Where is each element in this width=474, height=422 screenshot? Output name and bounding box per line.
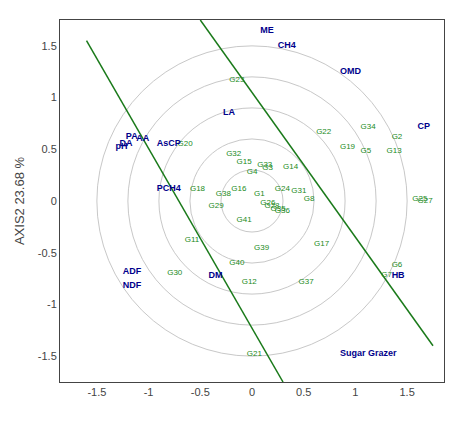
svg-text:-1.5: -1.5 (87, 386, 106, 398)
svg-text:G6: G6 (392, 260, 403, 269)
svg-text:G23: G23 (229, 75, 245, 84)
svg-text:-1: -1 (47, 298, 57, 310)
svg-text:G33: G33 (257, 160, 273, 169)
svg-text:PA: PA (126, 131, 138, 141)
svg-text:0: 0 (51, 195, 57, 207)
svg-text:AXIS2 23.68 %: AXIS2 23.68 % (12, 156, 27, 245)
svg-text:G40: G40 (229, 258, 245, 267)
svg-text:G39: G39 (254, 243, 270, 252)
svg-text:PCH4: PCH4 (157, 183, 181, 193)
svg-text:ME: ME (260, 25, 274, 35)
svg-text:G5: G5 (361, 146, 372, 155)
svg-text:G7: G7 (381, 270, 392, 279)
svg-text:G12: G12 (242, 277, 258, 286)
svg-text:OMD: OMD (340, 66, 361, 76)
svg-text:G2: G2 (392, 132, 403, 141)
svg-text:DA: DA (120, 138, 133, 148)
svg-text:G41: G41 (236, 215, 252, 224)
svg-text:G18: G18 (190, 184, 206, 193)
svg-text:-0.5: -0.5 (38, 247, 57, 259)
svg-text:G3: G3 (262, 163, 273, 172)
svg-text:G38: G38 (216, 189, 232, 198)
svg-text:LA: LA (223, 107, 235, 117)
svg-text:CH4: CH4 (278, 40, 296, 50)
svg-text:pH: pH (115, 141, 127, 151)
svg-text:HB: HB (392, 270, 405, 280)
svg-text:-1.5: -1.5 (38, 350, 57, 362)
svg-text:1.5: 1.5 (42, 40, 57, 52)
svg-text:AA: AA (136, 133, 149, 143)
svg-text:G28: G28 (264, 201, 280, 210)
svg-text:CP: CP (417, 121, 430, 131)
svg-text:G11: G11 (185, 235, 200, 244)
svg-text:G32: G32 (226, 149, 242, 158)
svg-text:-1: -1 (144, 386, 154, 398)
svg-text:DM: DM (209, 270, 223, 280)
svg-text:G20: G20 (178, 139, 194, 148)
svg-text:G27: G27 (417, 196, 433, 205)
svg-text:G8: G8 (304, 194, 315, 203)
svg-text:-0.5: -0.5 (191, 386, 210, 398)
svg-text:G37: G37 (299, 277, 315, 286)
svg-text:G16: G16 (231, 184, 247, 193)
svg-text:NDF: NDF (123, 280, 142, 290)
svg-text:G19: G19 (340, 142, 356, 151)
svg-text:G14: G14 (283, 162, 299, 171)
svg-text:G4: G4 (247, 167, 258, 176)
svg-text:1: 1 (352, 386, 358, 398)
svg-text:G17: G17 (314, 239, 330, 248)
svg-text:G24: G24 (275, 184, 291, 193)
svg-text:G30: G30 (167, 268, 183, 277)
svg-text:G1: G1 (254, 189, 265, 198)
svg-text:ADF: ADF (123, 266, 142, 276)
svg-text:1.5: 1.5 (399, 386, 414, 398)
svg-text:G26: G26 (260, 198, 276, 207)
svg-text:G34: G34 (361, 122, 377, 131)
svg-text:G29: G29 (209, 201, 225, 210)
svg-text:Sugar Grazer: Sugar Grazer (340, 348, 397, 358)
svg-text:1: 1 (51, 91, 57, 103)
svg-text:0: 0 (249, 386, 255, 398)
svg-text:G31: G31 (291, 186, 307, 195)
svg-text:G21: G21 (247, 349, 263, 358)
svg-text:G36: G36 (275, 206, 291, 215)
svg-text:AsCP: AsCP (157, 138, 181, 148)
svg-text:G35: G35 (271, 204, 287, 213)
svg-text:G15: G15 (236, 157, 252, 166)
svg-text:0.5: 0.5 (296, 386, 311, 398)
svg-text:G13: G13 (386, 146, 402, 155)
svg-text:G22: G22 (316, 127, 332, 136)
svg-text:0.5: 0.5 (42, 143, 57, 155)
svg-text:G25: G25 (412, 194, 428, 203)
